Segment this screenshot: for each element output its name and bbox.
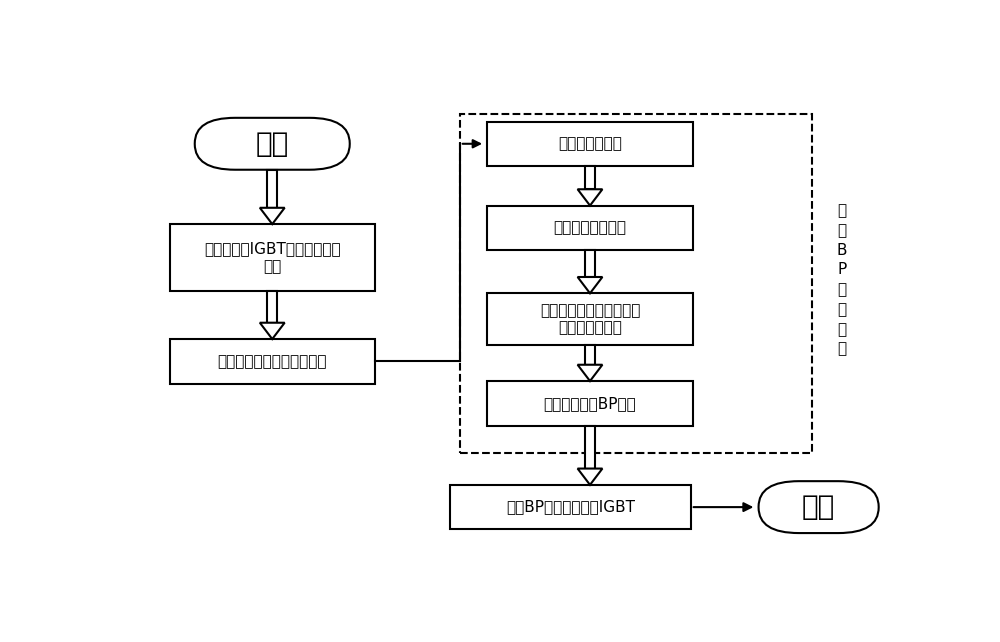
Bar: [585, 166, 595, 189]
Text: 收集变频器IGBT运行三相电压
数据: 收集变频器IGBT运行三相电压 数据: [204, 241, 341, 273]
Polygon shape: [260, 323, 285, 339]
Bar: [170, 339, 375, 383]
Text: 开始: 开始: [256, 130, 289, 158]
Polygon shape: [578, 365, 602, 381]
Bar: [585, 345, 595, 365]
Bar: [450, 485, 691, 530]
Polygon shape: [578, 277, 602, 293]
FancyBboxPatch shape: [195, 118, 350, 169]
Text: 结束: 结束: [802, 493, 835, 521]
Bar: [585, 426, 595, 469]
Text: 改
进
B
P
神
经
网
络: 改 进 B P 神 经 网 络: [837, 203, 847, 356]
Bar: [487, 293, 693, 345]
Text: 利用BP神经网络评价IGBT: 利用BP神经网络评价IGBT: [506, 499, 635, 515]
Bar: [487, 381, 693, 426]
FancyBboxPatch shape: [759, 481, 879, 533]
Text: 遗传算法参数设置: 遗传算法参数设置: [554, 220, 626, 236]
Bar: [585, 250, 595, 277]
Text: 训练以及检验BP网络: 训练以及检验BP网络: [544, 396, 636, 411]
Polygon shape: [578, 469, 602, 485]
Bar: [487, 205, 693, 250]
Bar: [267, 169, 277, 208]
Polygon shape: [578, 189, 602, 205]
Bar: [170, 224, 375, 291]
Text: 利用小波分解提取特征向量: 利用小波分解提取特征向量: [218, 354, 327, 369]
Text: 输入数据归一化: 输入数据归一化: [558, 136, 622, 152]
Polygon shape: [260, 208, 285, 224]
Bar: [267, 291, 277, 323]
Bar: [460, 114, 812, 453]
Bar: [487, 121, 693, 166]
Text: 确定网络模型输入层、隐
含层、输出层等: 确定网络模型输入层、隐 含层、输出层等: [540, 303, 640, 336]
